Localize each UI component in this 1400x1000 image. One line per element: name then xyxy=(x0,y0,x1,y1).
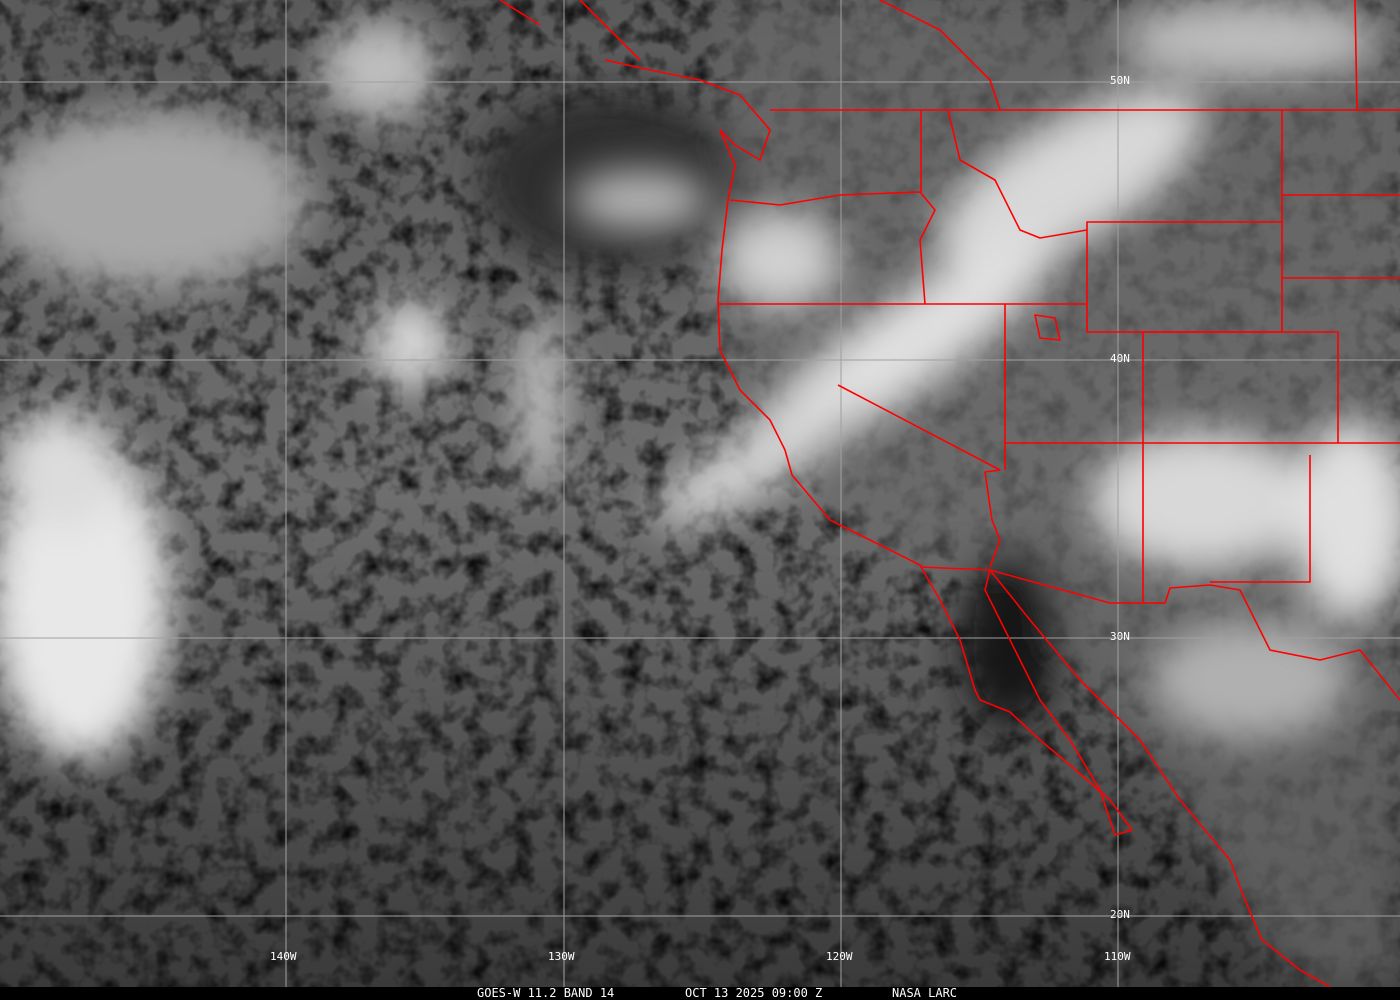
caption-bar: GOES-W 11.2 BAND 14 OCT 13 2025 09:00 Z … xyxy=(0,986,1400,1000)
longitude-label-120w: 120W xyxy=(826,950,853,963)
caption-source: NASA LARC xyxy=(892,986,958,1000)
caption-datetime: OCT 13 2025 09:00 Z xyxy=(685,986,823,1000)
longitude-label-130w: 130W xyxy=(548,950,575,963)
bright-clouds xyxy=(0,0,1400,760)
longitude-label-140w: 140W xyxy=(270,950,297,963)
latitude-label-20n: 20N xyxy=(1110,908,1130,921)
political-borders xyxy=(499,0,1400,987)
latitude-label-50n: 50N xyxy=(1110,74,1130,87)
coastline xyxy=(717,129,1331,987)
latitude-label-30n: 30N xyxy=(1110,630,1130,643)
longitude-label-110w: 110W xyxy=(1104,950,1131,963)
latitude-label-40n: 40N xyxy=(1110,352,1130,365)
caption-product: GOES-W 11.2 BAND 14 xyxy=(477,986,615,1000)
